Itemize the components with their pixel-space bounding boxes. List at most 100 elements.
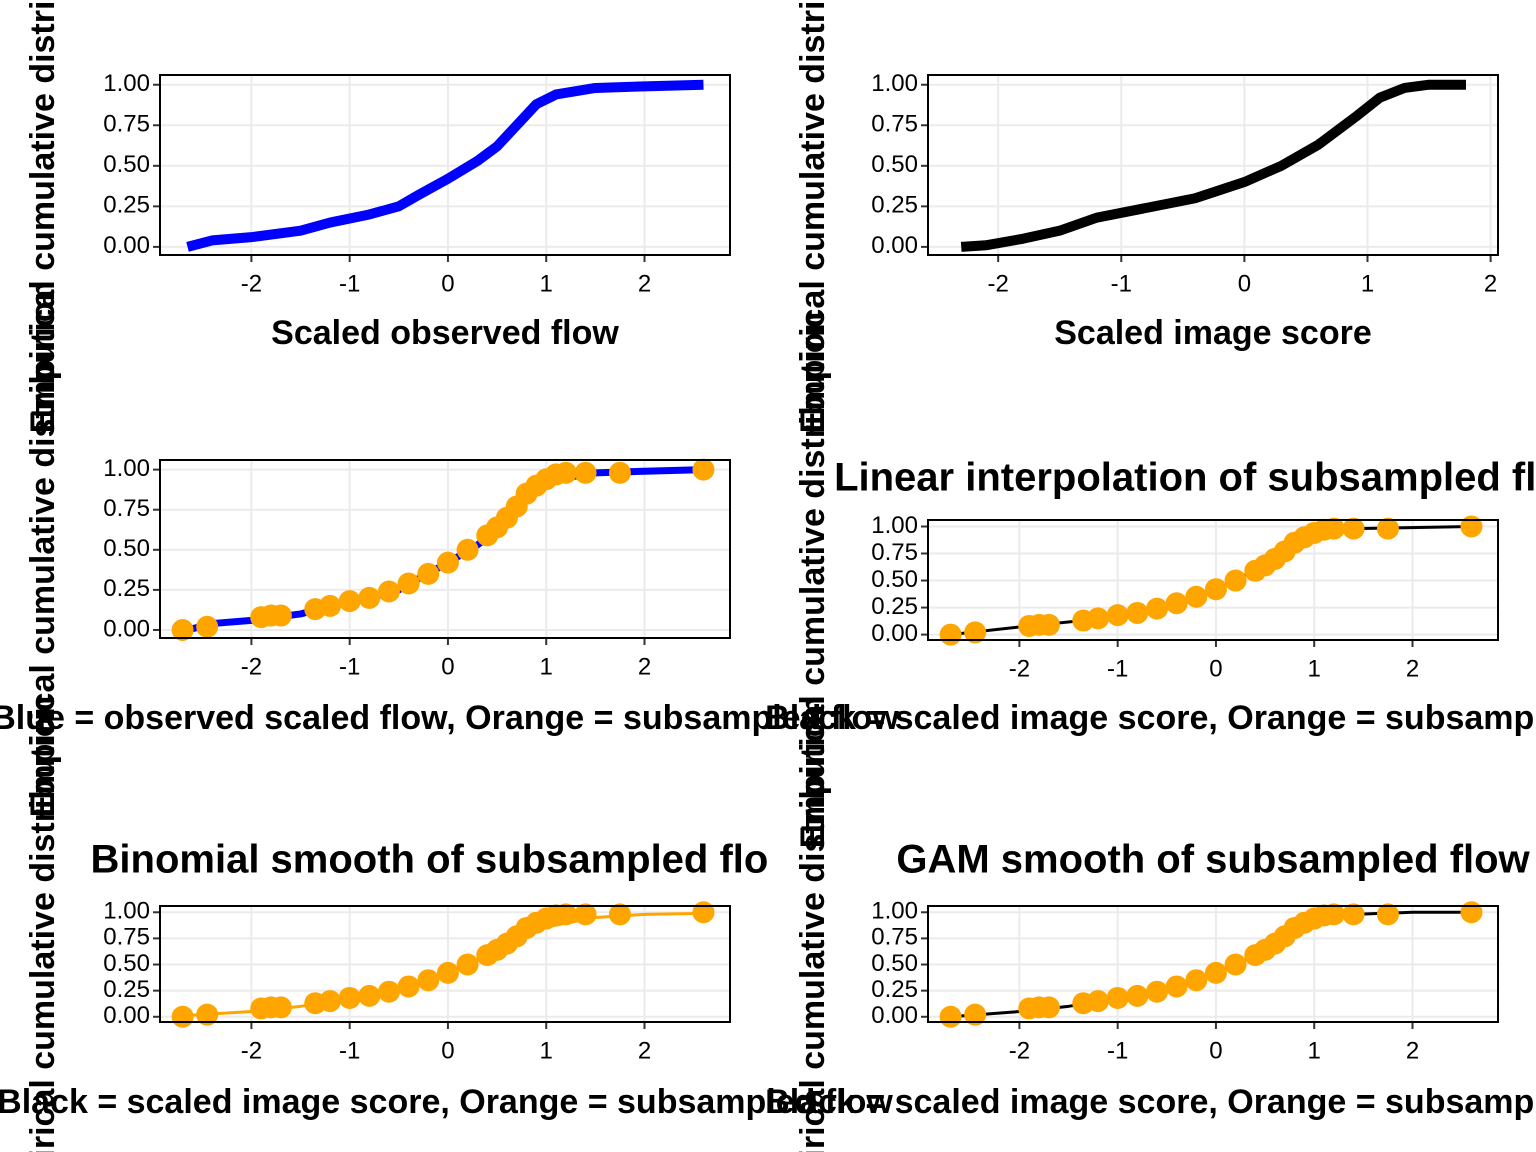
point [554,461,577,484]
point [456,953,479,976]
x-tick-label: -1 [1107,1037,1128,1064]
plot-border [159,459,731,639]
panel: -2 -1 0 1 2 0.000.250.500.751.00 Black = scale… [0,696,893,1152]
point [1165,592,1188,615]
point [269,604,292,627]
y-axis-title: Empirical cumulative distribution [794,312,832,849]
point [939,1005,962,1028]
x-tick-label: 0 [441,1037,454,1064]
point [1460,515,1483,538]
point [1322,517,1345,540]
y-tick-label: 0.00 [871,620,918,647]
x-tick-label: 1 [540,1037,553,1064]
y-tick-label: 0.50 [871,566,918,593]
y-tick-label: 0.25 [103,976,150,1003]
y-tick-label: 1.00 [871,70,918,97]
x-tick-label: 2 [1406,1037,1419,1064]
point [377,580,400,603]
plot-border [927,74,1499,256]
panel: -2 -1 0 1 2 0.00 0.25 0.50 0.75 1.00 Scaled image … [794,0,1499,433]
x-tick-label: -1 [339,1037,360,1064]
x-tick-label: 1 [540,653,553,680]
x-tick-label: 2 [638,1037,651,1064]
plot-border [927,905,1499,1023]
point [397,572,420,595]
y-tick-label: 0.00 [871,232,918,259]
point [319,990,342,1013]
y-tick-label: 0.25 [871,976,918,1003]
point [574,903,597,926]
point [338,590,361,613]
point [1145,980,1168,1003]
y-tick-label: 0.75 [103,924,150,951]
x-tick-label: -2 [241,1037,262,1064]
plot-border [159,74,731,256]
point [1037,996,1060,1019]
point [1376,903,1399,926]
x-tick-label: -2 [241,653,262,680]
x-tick-label: -2 [1009,655,1030,682]
point [1185,969,1208,992]
x-tick-label: 0 [441,270,454,297]
x-tick-label: -2 [1009,1037,1030,1064]
x-tick-label: -1 [1111,270,1132,297]
point [1204,961,1227,984]
point [608,461,631,484]
x-axis-title: Black = scaled image score, Orange = sub… [0,1083,893,1121]
x-tick-label: -1 [1107,655,1128,682]
x-tick-label: 2 [638,653,651,680]
x-tick-label: 1 [1308,1037,1321,1064]
x-tick-label: -2 [241,270,262,297]
y-tick-label: 0.50 [103,535,150,562]
point [1145,597,1168,620]
x-tick-label: 0 [1209,1037,1222,1064]
y-tick-label: 0.50 [103,950,150,977]
x-axis-title: Black = scaled image score, Orange = sub… [765,699,1536,737]
x-tick-label: 2 [1484,270,1497,297]
point [1342,903,1365,926]
y-axis-title: Empirical cumulative distribution [24,696,62,1152]
y-axis-title: Empirical cumulative distribution [24,281,62,818]
point [964,621,987,644]
x-tick-label: 1 [1308,655,1321,682]
point [436,551,459,574]
y-tick-label: 0.75 [103,495,150,522]
point [1087,607,1110,630]
point [1087,990,1110,1013]
x-axis-title: Blue = observed scaled flow, Orange = su… [0,699,899,737]
point [1126,601,1149,624]
y-tick-label: 0.25 [871,593,918,620]
point [417,562,440,585]
y-tick-label: 0.75 [871,111,918,138]
point [939,623,962,646]
panel: -2 -1 0 1 2 0.00 0.25 0.50 0.75 1.00 Scaled observ… [24,0,731,433]
point [377,980,400,1003]
y-tick-label: 0.25 [103,575,150,602]
plot-border [159,905,731,1023]
point [358,984,381,1007]
y-tick-label: 0.00 [871,1002,918,1029]
point [1204,578,1227,601]
panel: -2 -1 0 1 2 0.000.250.500.751.00 Black = scale… [765,696,1536,1152]
x-tick-label: 2 [1406,655,1419,682]
chart-title: Binomial smooth of subsampled flow [91,838,801,882]
point [1224,953,1247,976]
x-tick-label: 0 [441,653,454,680]
y-tick-label: 1.00 [103,898,150,925]
y-tick-label: 0.00 [103,1002,150,1029]
x-tick-label: 2 [638,270,651,297]
point [574,461,597,484]
y-tick-label: 0.50 [871,151,918,178]
y-axis-title: Empirical cumulative distribution [24,0,62,433]
y-tick-label: 0.00 [103,615,150,642]
panel: -2 -1 0 1 2 0.00 0.25 0.50 0.75 1.00 Blue = observ… [0,281,899,818]
y-tick-label: 0.25 [103,192,150,219]
point [171,618,194,641]
y-tick-label: 1.00 [871,512,918,539]
point [964,1003,987,1026]
y-tick-label: 0.75 [103,111,150,138]
point [456,538,479,561]
point [269,996,292,1019]
y-tick-label: 0.00 [103,232,150,259]
point [1106,986,1129,1009]
